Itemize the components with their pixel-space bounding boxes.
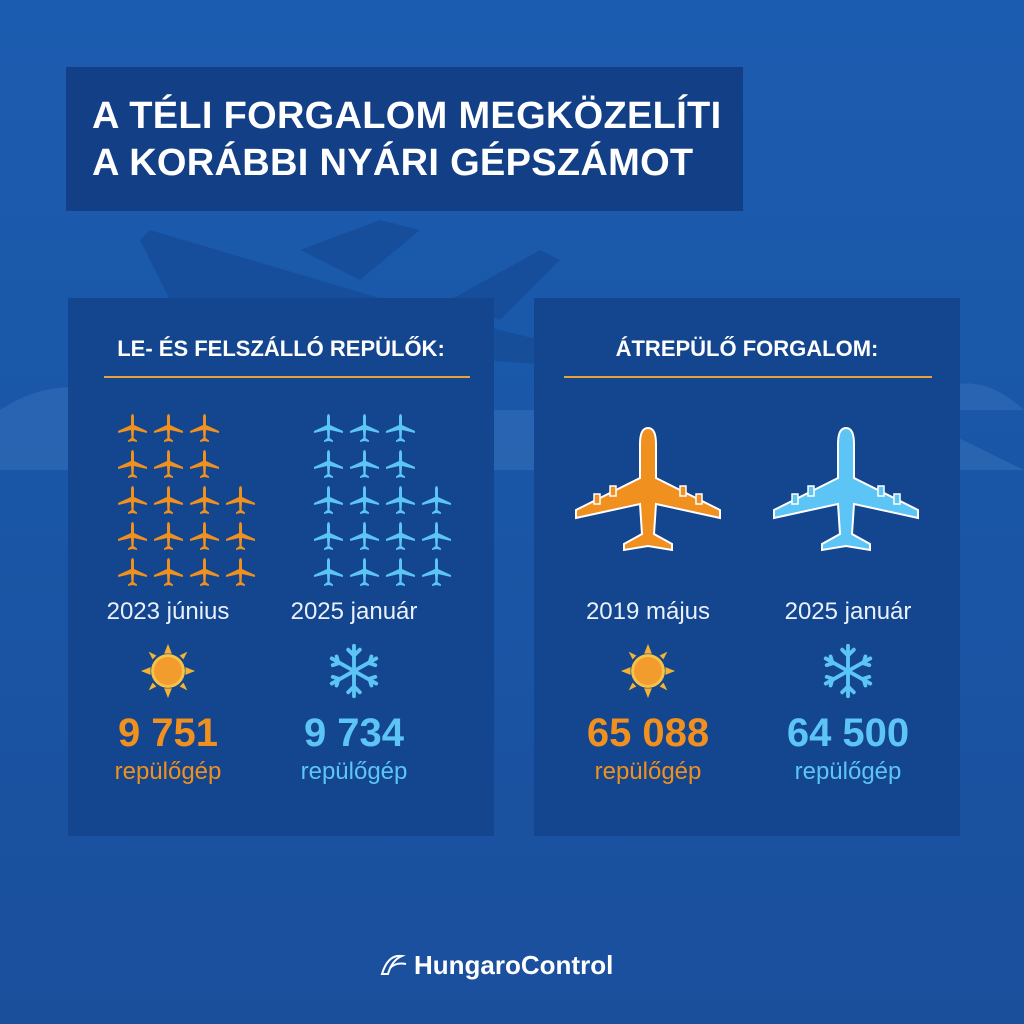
plane-icon-grid-2025 [312,412,455,591]
small-airplane-icon [154,450,183,478]
small-airplane-icon [422,522,451,550]
small-airplane-icon [386,486,415,514]
small-airplane-icon [314,414,343,442]
small-airplane-icon [118,558,147,586]
small-airplane-icon [190,522,219,550]
date-label-2025-january: 2025 január [290,598,418,625]
grid-spacer [224,448,257,481]
small-airplane-icon [350,486,379,514]
overflight-panel: ÁTREPÜLŐ FORGALOM: 2019 május 2025 januá… [534,298,960,836]
small-airplane-icon [190,558,219,586]
small-airplane-icon [422,558,451,586]
small-airplane-icon [154,522,183,550]
small-airplane-icon [386,450,415,478]
small-airplane-icon [350,522,379,550]
small-airplane-icon [386,414,415,442]
small-airplane-icon [314,450,343,478]
small-airplane-icon [118,486,147,514]
logo-text: HungaroControl [414,949,614,980]
value-2025-january: 9 734 [303,711,405,755]
grid-spacer [420,448,453,481]
airplane-icon-orange [575,426,721,552]
date-label-2023-june: 2023 június [106,598,230,625]
hungarocontrol-logo-icon [380,954,407,975]
small-airplane-icon [118,414,147,442]
value-2025-january-overflight: 64 500 [786,711,910,755]
headline-line-1: A TÉLI FORGALOM MEGKÖZELÍTI [92,95,722,137]
small-airplane-icon [314,522,343,550]
small-airplane-icon [190,486,219,514]
value-2023-june: 9 751 [117,711,219,755]
unit-label-2025-overflight: repülőgép [794,758,902,785]
unit-label-2025: repülőgép [300,758,408,785]
small-airplane-icon [350,450,379,478]
plane-icon-grid-2023 [116,412,259,591]
sun-icon [548,642,748,702]
small-airplane-icon [118,450,147,478]
grid-spacer [224,412,257,445]
small-airplane-icon [386,558,415,586]
panel-divider [104,376,470,378]
small-airplane-icon [190,450,219,478]
small-airplane-icon [422,486,451,514]
hungarocontrol-logo: HungaroControl [378,950,613,980]
small-airplane-icon [154,414,183,442]
landing-takeoff-panel: LE- ÉS FELSZÁLLÓ REPÜLŐK: 2023 június 20… [68,298,494,836]
value-2019-may: 65 088 [586,711,710,755]
small-airplane-icon [154,486,183,514]
headline-box: A TÉLI FORGALOM MEGKÖZELÍTI A KORÁBBI NY… [66,67,743,211]
small-airplane-icon [350,558,379,586]
small-airplane-icon [226,558,255,586]
small-airplane-icon [226,522,255,550]
panel-title-landing-takeoff: LE- ÉS FELSZÁLLÓ REPÜLŐK: [117,336,445,361]
small-airplane-icon [190,414,219,442]
airplane-icon-blue [773,426,919,552]
unit-label-2023: repülőgép [114,758,222,785]
small-airplane-icon [314,558,343,586]
small-airplane-icon [314,486,343,514]
unit-label-2019: repülőgép [594,758,702,785]
date-label-2019-may: 2019 május [585,598,711,625]
date-label-2025-january-overflight: 2025 január [784,598,912,625]
small-airplane-icon [118,522,147,550]
small-airplane-icon [350,414,379,442]
small-airplane-icon [386,522,415,550]
small-airplane-icon [154,558,183,586]
snowflake-icon [748,642,948,702]
grid-spacer [420,412,453,445]
snowflake-icon [254,642,454,702]
panel-divider [564,376,932,378]
headline-line-2: A KORÁBBI NYÁRI GÉPSZÁMOT [92,142,694,184]
panel-title-overflight: ÁTREPÜLŐ FORGALOM: [615,336,879,361]
sun-icon [68,642,268,702]
small-airplane-icon [226,486,255,514]
